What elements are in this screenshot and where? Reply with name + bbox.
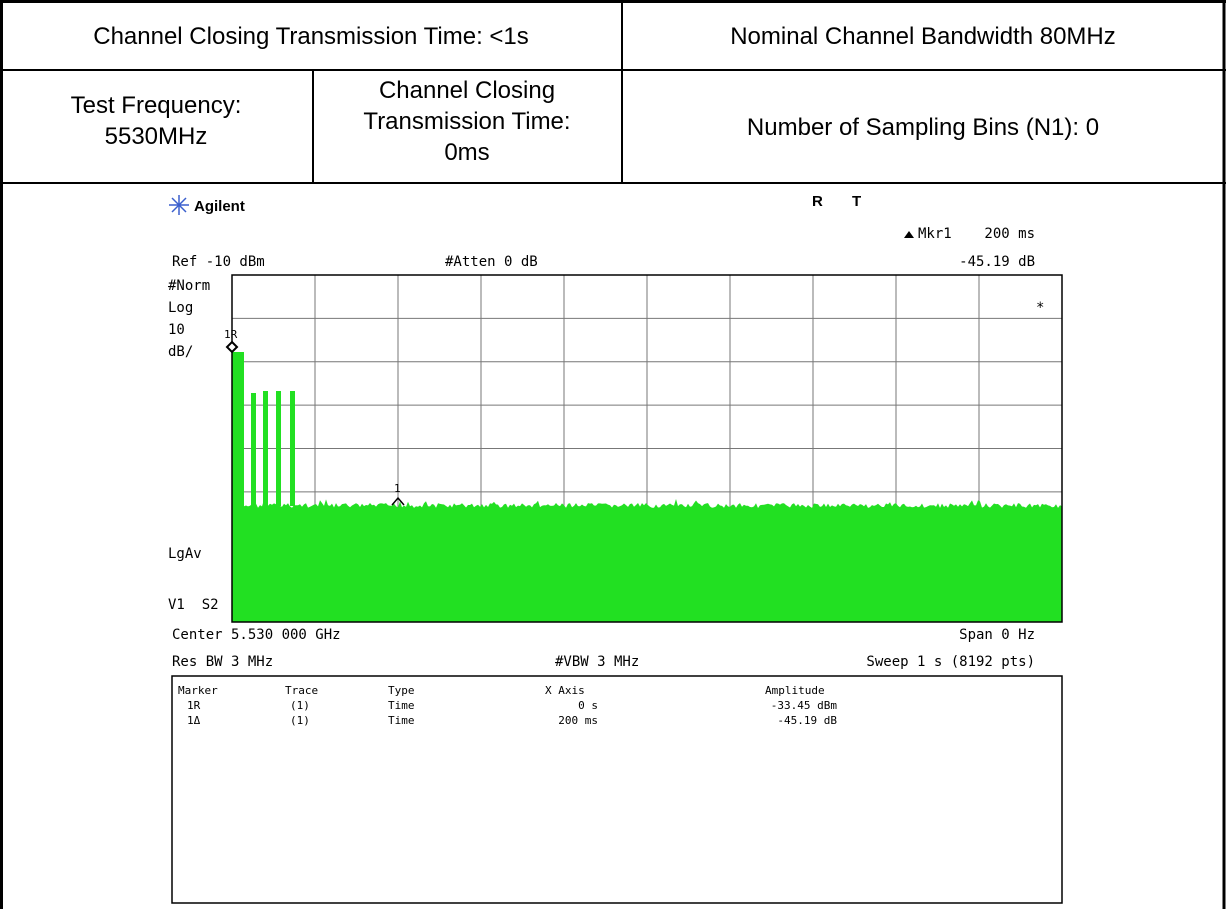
side-label: Log	[168, 300, 193, 316]
cell-text: Transmission Time:	[363, 108, 570, 135]
marker-table-cell: Time	[388, 714, 415, 727]
marker-table-cell: 200 ms	[558, 714, 598, 727]
atten: #Atten 0 dB	[445, 254, 538, 270]
marker-table-cell: 1R	[187, 699, 201, 712]
plot-frame	[231, 274, 1063, 623]
marker-readout: 200 ms	[984, 226, 1035, 242]
marker-table-header: Amplitude	[765, 684, 825, 697]
brand-icon	[169, 195, 189, 215]
marker-table-cell: 1Δ	[187, 714, 201, 727]
marker-table-header: Marker	[178, 684, 218, 697]
marker-table-cell: -33.45 dBm	[771, 699, 838, 712]
side-label: LgAv	[168, 546, 202, 562]
marker-label: 1	[394, 482, 401, 495]
res-bw: Res BW 3 MHz	[172, 654, 273, 670]
marker-table-cell: -45.19 dB	[777, 714, 837, 727]
marker-table-header: X Axis	[545, 684, 585, 697]
vbw: #VBW 3 MHz	[555, 654, 639, 670]
marker-table-header: Trace	[285, 684, 318, 697]
center-freq: Center 5.530 000 GHz	[172, 627, 341, 643]
marker-symbol	[391, 496, 405, 506]
cell-text: 5530MHz	[105, 123, 208, 150]
marker-symbol	[225, 340, 239, 354]
trace	[232, 499, 1062, 622]
cell-text: 0ms	[444, 139, 489, 166]
delta-icon	[904, 231, 914, 238]
marker-table-header: Type	[388, 684, 415, 697]
marker-label: 1R	[224, 328, 238, 341]
marker-table-cell: 0 s	[578, 699, 598, 712]
status: T	[852, 193, 861, 210]
cell-text: Test Frequency:	[71, 92, 242, 119]
marker-table-rows: 1R (1) Time 0 s -33.45 dBm 1Δ (1) Time 200 ms -45…	[187, 699, 837, 727]
marker-table-cell: Time	[388, 699, 415, 712]
marker-readout: Mkr1	[918, 226, 952, 242]
cell-text: Number of Sampling Bins (N1): 0	[747, 114, 1099, 141]
cell-text: Channel Closing	[379, 77, 555, 104]
side-label: #Norm	[168, 278, 210, 294]
cell-text: Nominal Channel Bandwidth 80MHz	[730, 23, 1116, 50]
side-label: V1 S2	[168, 597, 219, 613]
side-label: 10	[168, 322, 185, 338]
marker-table-cell: (1)	[290, 714, 310, 727]
cell-text: Channel Closing Transmission Time: <1s	[93, 23, 529, 50]
brand: Agilent	[194, 198, 245, 215]
marker-table-cell: (1)	[290, 699, 310, 712]
spikes	[232, 352, 295, 622]
marker-value: -45.19 dB	[959, 254, 1035, 270]
sweep: Sweep 1 s (8192 pts)	[866, 654, 1035, 670]
marker-table-box	[171, 675, 1063, 904]
ref-level: Ref -10 dBm	[172, 254, 265, 270]
span: Span 0 Hz	[959, 627, 1035, 643]
side-label: dB/	[168, 344, 193, 360]
status: R	[812, 193, 823, 210]
star: *	[1036, 300, 1044, 316]
